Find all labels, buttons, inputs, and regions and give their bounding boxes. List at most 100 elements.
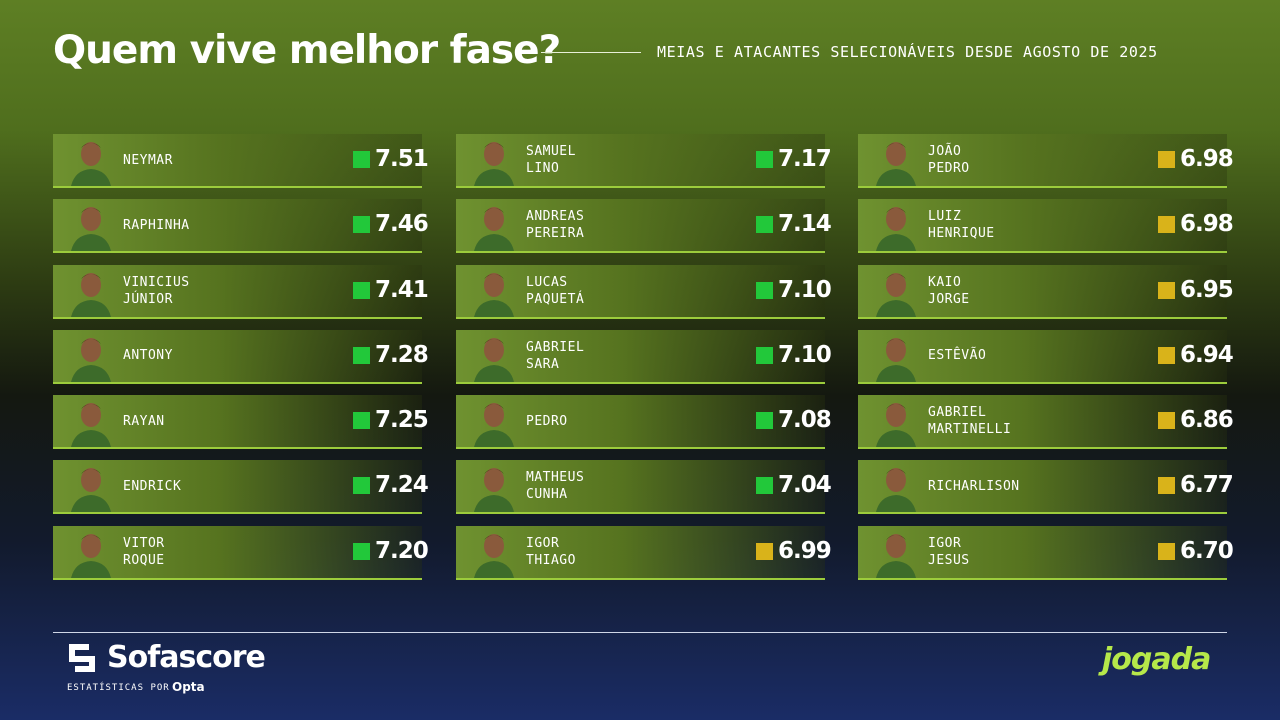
player-name: IGOR JESUS	[928, 526, 970, 578]
credit: ESTATÍSTICAS POR	[67, 683, 170, 693]
rating: 7.24	[375, 472, 429, 499]
player-photo	[474, 337, 514, 382]
player-card: RICHARLISON 6.77	[858, 460, 1234, 515]
name-line: PEDRO	[526, 413, 568, 429]
rating-badge	[353, 477, 370, 495]
player-card: VITOR ROQUE 7.20	[53, 525, 429, 580]
player-name: LUCAS PAQUETÁ	[526, 265, 584, 317]
name-line: IGOR	[526, 535, 560, 551]
name-line: MARTINELLI	[928, 422, 1012, 438]
player-card: GABRIEL SARA 7.10	[456, 329, 832, 384]
rating-badge	[1158, 281, 1175, 299]
rating-badge	[756, 542, 773, 560]
name-line: KAIO	[928, 274, 962, 290]
player-photo	[71, 337, 111, 382]
name-line: PEDRO	[928, 161, 970, 176]
player-photo	[876, 468, 916, 513]
rating: 7.17	[778, 146, 832, 172]
name-line: IGOR	[928, 535, 962, 551]
rating: 6.70	[1180, 537, 1234, 564]
player-card: PEDRO 7.08	[456, 395, 832, 450]
player-name: RAPHINHA	[123, 199, 190, 251]
player-card: IGOR THIAGO 6.99	[456, 525, 832, 580]
rating: 6.98	[1180, 146, 1234, 172]
player-photo	[474, 272, 514, 317]
player-card: RAYAN 7.25	[53, 395, 429, 450]
name-line: MATHEUS	[526, 470, 585, 486]
provider: Opta	[172, 680, 205, 694]
name-line: RAPHINHA	[123, 217, 190, 233]
rating-badge	[1158, 477, 1175, 495]
player-photo	[71, 403, 111, 448]
rating: 6.77	[1180, 472, 1234, 499]
player-name: VITOR ROQUE	[123, 526, 165, 578]
player-card: KAIO JORGE 6.95	[858, 264, 1234, 319]
player-name: IGOR THIAGO	[526, 526, 576, 578]
player-column: SAMUEL LINO 7.17 ANDREAS PEREIRA 7.14 LUCAS PAQ…	[456, 134, 832, 591]
rating-badge	[353, 346, 370, 364]
player-photo	[474, 468, 514, 513]
player-card: GABRIEL MARTINELLI 6.86	[858, 395, 1234, 450]
rating-badge	[756, 281, 773, 299]
rating-badge	[353, 281, 370, 299]
rating-badge	[353, 542, 370, 560]
player-name: SAMUEL LINO	[526, 134, 576, 186]
player-column: NEYMAR 7.51 RAPHINHA 7.46 VINICIUS JÚNIOR 7.41…	[53, 134, 429, 591]
rating: 6.86	[1180, 407, 1234, 434]
rating: 7.51	[375, 146, 429, 172]
name-line: RAYAN	[123, 413, 165, 429]
brand-name: Sofascore	[107, 640, 266, 675]
player-photo	[71, 468, 111, 513]
player-name: RAYAN	[123, 395, 165, 447]
rating-badge	[1158, 542, 1175, 560]
player-name: JOÃO PEDRO	[928, 134, 970, 186]
name-line: VINICIUS	[123, 274, 190, 290]
name-line: GABRIEL	[526, 339, 585, 355]
rating: 6.95	[1180, 276, 1234, 303]
player-card: JOÃO PEDRO 6.98	[858, 134, 1234, 188]
player-name: PEDRO	[526, 395, 568, 447]
player-photo	[474, 533, 514, 578]
rating-badge	[1158, 412, 1175, 430]
player-photo	[876, 403, 916, 448]
rating-badge	[756, 412, 773, 430]
player-photo	[876, 207, 916, 252]
name-line: LUIZ	[928, 209, 962, 225]
rating: 7.46	[375, 211, 429, 238]
player-card: LUIZ HENRIQUE 6.98	[858, 199, 1234, 254]
player-card: LUCAS PAQUETÁ 7.10	[456, 264, 832, 319]
name-line: NEYMAR	[123, 152, 173, 168]
player-name: RICHARLISON	[928, 460, 1020, 512]
player-card: IGOR JESUS 6.70	[858, 525, 1234, 580]
rating: 7.08	[778, 407, 832, 434]
player-photo	[71, 142, 111, 186]
player-name: ANTONY	[123, 330, 173, 382]
rating: 6.94	[1180, 341, 1234, 368]
rating-badge	[1158, 151, 1175, 168]
name-line: SAMUEL	[526, 144, 576, 159]
name-line: ENDRICK	[123, 478, 182, 494]
player-photo	[71, 207, 111, 252]
player-name: ANDREAS PEREIRA	[526, 199, 584, 251]
player-card: MATHEUS CUNHA 7.04	[456, 460, 832, 515]
name-line: ANTONY	[123, 348, 173, 364]
brand-logo: Sofascore	[67, 640, 266, 675]
player-photo	[876, 337, 916, 382]
rating-badge	[1158, 216, 1175, 234]
rating-badge	[756, 477, 773, 495]
rating: 6.98	[1180, 211, 1234, 238]
divider	[541, 52, 641, 53]
player-name: GABRIEL SARA	[526, 330, 584, 382]
player-name: GABRIEL MARTINELLI	[928, 395, 1011, 447]
title: Quem vive melhor fase?	[53, 28, 561, 73]
player-card: ESTÊVÃO 6.94	[858, 329, 1234, 384]
player-card: SAMUEL LINO 7.17	[456, 134, 832, 188]
player-photo	[71, 533, 111, 578]
name-line: ROQUE	[123, 552, 165, 568]
rating: 6.99	[778, 537, 832, 564]
rating: 7.10	[778, 276, 832, 303]
player-card: ANTONY 7.28	[53, 329, 429, 384]
player-photo	[474, 403, 514, 448]
player-card: ENDRICK 7.24	[53, 460, 429, 515]
